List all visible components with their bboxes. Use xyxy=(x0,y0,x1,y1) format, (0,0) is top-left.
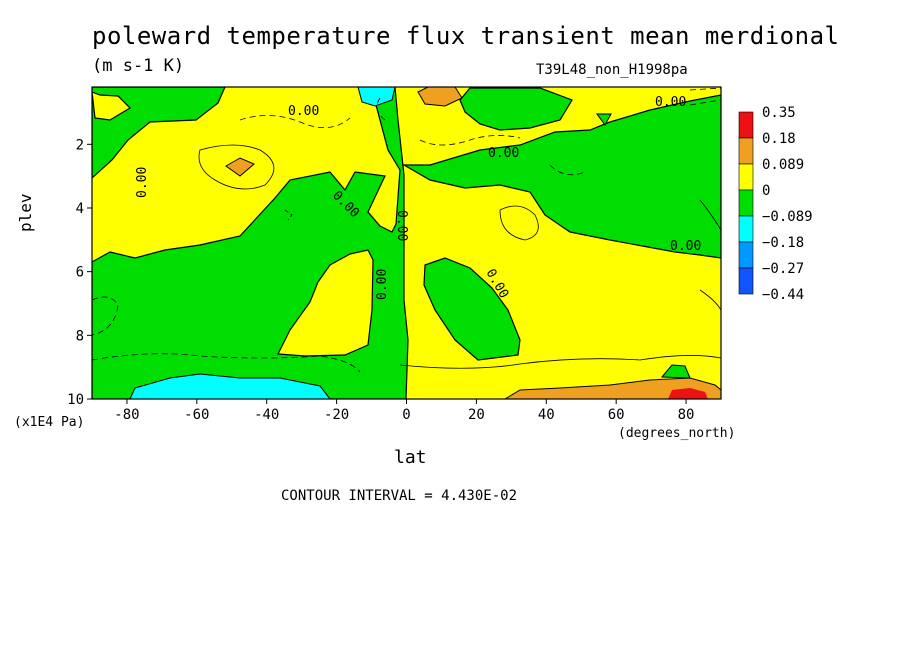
x-tick-label: -20 xyxy=(324,407,349,423)
field-positive-island-b xyxy=(92,91,131,121)
y-tick-label: 10 xyxy=(67,392,84,408)
contour-label: 0.00 xyxy=(394,210,409,241)
field-positive-island-a xyxy=(277,249,374,357)
field-negative-top xyxy=(459,87,573,131)
colorbar-swatch xyxy=(738,241,754,269)
x-tick-label: 40 xyxy=(538,407,555,423)
x-tick-label: 20 xyxy=(468,407,485,423)
colorbar-label: 0 xyxy=(762,183,770,199)
field-negative-mid-a xyxy=(129,373,331,399)
x-tick-label: 80 xyxy=(678,407,695,423)
colorbar-label: 0.089 xyxy=(762,157,804,173)
x-axis-label: lat xyxy=(394,447,427,468)
field-negative-small xyxy=(596,113,612,126)
colorbar-label: −0.089 xyxy=(762,209,813,225)
x-tick-label: 60 xyxy=(608,407,625,423)
y-tick-label: 6 xyxy=(76,265,84,281)
chart-subtitle: (m s-1 K) xyxy=(92,56,185,76)
x-tick-label: -60 xyxy=(184,407,209,423)
field-negative-north xyxy=(401,94,721,259)
contour-label: 0.00 xyxy=(488,146,519,161)
contour-label: 0.00 xyxy=(135,167,150,198)
contour-label: 0.00 xyxy=(670,239,701,254)
colorbar-label: −0.18 xyxy=(762,235,804,251)
x-tick-label: -80 xyxy=(114,407,139,423)
colorbar-swatch xyxy=(738,137,754,165)
colorbar-label: −0.44 xyxy=(762,287,804,303)
chart-title: poleward temperature flux transient mean… xyxy=(92,22,840,50)
field-positive-mid-c xyxy=(504,377,721,399)
colorbar: 0.35 0.18 0.089 0 −0.089 −0.18 −0.27 −0.44 xyxy=(738,105,813,303)
x-axis-unit: (degrees_north) xyxy=(618,426,736,441)
colorbar-swatch xyxy=(738,189,754,217)
plot-area: 0.00 0.00 0.00 0.00 0.00 0.00 0.00 0.00 … xyxy=(92,87,721,399)
colorbar-swatch xyxy=(738,111,754,139)
field-negative-south-blob xyxy=(660,364,691,379)
run-label: T39L48_non_H1998pa xyxy=(536,62,688,78)
contour-lines xyxy=(92,87,721,373)
y-tick-label: 2 xyxy=(76,137,84,153)
field-positive-high xyxy=(668,388,708,399)
contour-label: 0.00 xyxy=(655,95,686,110)
colorbar-label: −0.27 xyxy=(762,261,804,277)
contour-label: 0.00 xyxy=(288,104,319,119)
y-axis-unit: (x1E4 Pa) xyxy=(14,415,85,430)
x-tick-label: -40 xyxy=(254,407,279,423)
contour-label: 0.00 xyxy=(375,269,390,300)
colorbar-swatch xyxy=(738,215,754,243)
colorbar-label: 0.35 xyxy=(762,105,796,121)
field-positive-mid-b xyxy=(417,87,463,107)
field-negative-center xyxy=(423,257,521,361)
colorbar-swatch xyxy=(738,267,754,295)
axes: -80 -60 -40 -20 0 20 40 60 80 2 4 6 8 10 xyxy=(67,137,695,423)
field-positive-mid-a xyxy=(225,157,255,177)
contour-interval: CONTOUR INTERVAL = 4.430E-02 xyxy=(281,488,518,504)
field-negative-mid-b xyxy=(357,87,396,107)
x-tick-label: 0 xyxy=(402,407,410,423)
colorbar-label: 0.18 xyxy=(762,131,796,147)
y-tick-label: 4 xyxy=(76,201,84,217)
y-tick-label: 8 xyxy=(76,328,84,344)
colorbar-swatch xyxy=(738,163,754,191)
